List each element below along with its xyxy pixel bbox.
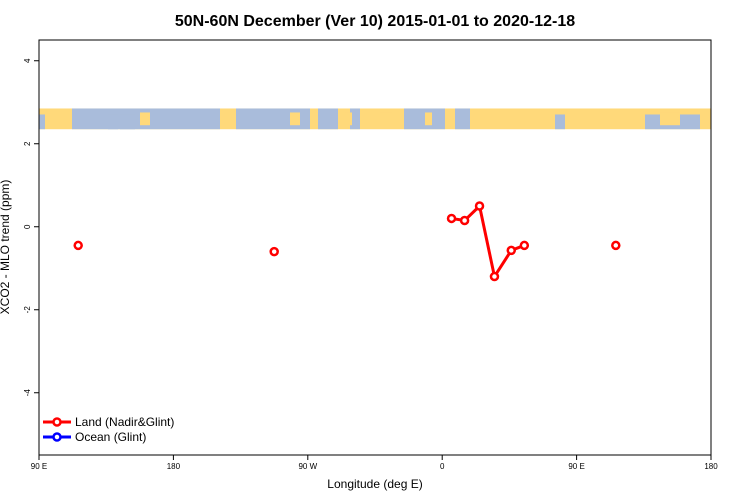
x-tick-label: 90 E bbox=[568, 462, 584, 471]
data-point bbox=[73, 240, 83, 251]
y-tick-label: -4 bbox=[23, 389, 32, 397]
data-point bbox=[474, 201, 485, 211]
series-layer bbox=[73, 201, 621, 282]
x-tick-label: 90 W bbox=[298, 462, 317, 471]
map-band-ocean bbox=[555, 114, 565, 130]
map-band-ocean bbox=[318, 108, 338, 130]
y-tick-label: -2 bbox=[23, 306, 32, 314]
data-point bbox=[519, 240, 530, 251]
data-point bbox=[506, 245, 517, 256]
x-tick-label: 90 E bbox=[31, 462, 47, 471]
map-band-ocean bbox=[404, 108, 445, 130]
map-band-ocean bbox=[120, 114, 135, 130]
data-point bbox=[489, 271, 500, 282]
data-point bbox=[459, 215, 470, 226]
data-point bbox=[269, 246, 279, 257]
legend: Land (Nadir&Glint)Ocean (Glint) bbox=[43, 415, 174, 444]
y-tick-label: 0 bbox=[23, 224, 32, 229]
x-axis-label: Longitude (deg E) bbox=[327, 477, 422, 491]
world-map-band bbox=[39, 108, 711, 130]
map-band-ocean bbox=[455, 108, 470, 130]
y-tick-label: 4 bbox=[23, 58, 32, 63]
map-band-land-patch bbox=[380, 112, 392, 126]
legend-label: Ocean (Glint) bbox=[75, 430, 146, 444]
map-band-land-patch bbox=[660, 112, 680, 126]
y-axis-label: XCO2 - MLO trend (ppm) bbox=[0, 180, 12, 315]
data-point bbox=[611, 240, 621, 251]
data-point bbox=[446, 213, 457, 224]
y-axis: -4 -2 0 2 4 bbox=[23, 58, 39, 396]
map-band-land-patch bbox=[425, 112, 432, 126]
map-band-land-patch bbox=[345, 112, 352, 126]
x-tick-label: 180 bbox=[704, 462, 718, 471]
map-band-ocean bbox=[108, 114, 118, 130]
x-tick-label: 0 bbox=[440, 462, 445, 471]
map-band-land-patch bbox=[290, 112, 300, 126]
legend-marker bbox=[52, 432, 62, 442]
chart-title: 50N-60N December (Ver 10) 2015-01-01 to … bbox=[175, 13, 575, 30]
map-band-land-patch bbox=[140, 112, 150, 126]
map-band-ocean bbox=[350, 108, 360, 130]
plot-frame bbox=[38, 39, 712, 456]
legend-label: Land (Nadir&Glint) bbox=[75, 415, 174, 429]
y-tick-label: 2 bbox=[23, 141, 32, 146]
legend-marker bbox=[52, 417, 62, 427]
x-tick-label: 180 bbox=[167, 462, 181, 471]
x-axis: 90 E 180 90 W 0 90 E 180 bbox=[31, 455, 718, 471]
map-band-ocean bbox=[39, 114, 45, 130]
